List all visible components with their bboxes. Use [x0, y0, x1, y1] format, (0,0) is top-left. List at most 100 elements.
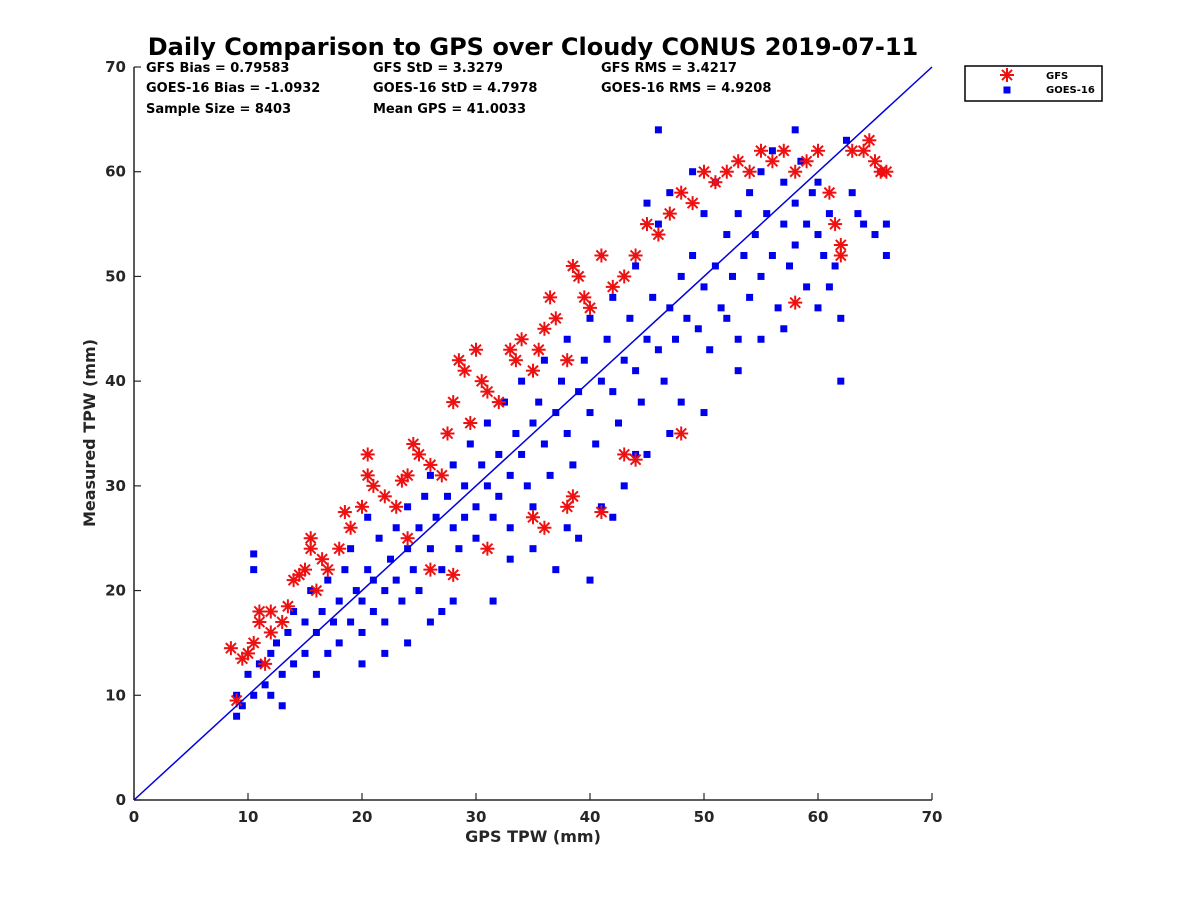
gfs-point: [594, 248, 609, 263]
stat-goes-rms: GOES-16 RMS = 4.9208: [601, 81, 771, 96]
goes16-point: [620, 482, 628, 490]
goes16-point: [791, 241, 799, 249]
x-tick-label: 40: [580, 808, 601, 826]
goes16-point: [267, 691, 275, 699]
goes16-point: [341, 566, 349, 574]
gfs-point: [697, 164, 711, 179]
goes16-point: [814, 304, 822, 312]
goes16-point: [347, 545, 355, 553]
y-tick-label: 30: [105, 477, 126, 495]
gfs-point: [731, 154, 746, 169]
goes16-point: [233, 712, 241, 720]
goes16-point: [461, 513, 469, 521]
x-tick-label: 60: [808, 808, 829, 826]
goes16-point: [358, 660, 366, 668]
goes16-point: [660, 377, 668, 385]
goes16-point: [324, 576, 332, 584]
goes16-point: [882, 251, 890, 259]
goes16-point: [626, 314, 634, 322]
goes16-point: [404, 503, 412, 511]
goes16-point: [780, 178, 788, 186]
y-tick-label: 0: [116, 791, 126, 809]
goes16-point: [871, 231, 879, 239]
goes16-point: [364, 566, 372, 574]
goes16-point: [586, 314, 594, 322]
goes16-point: [825, 283, 833, 291]
gfs-point: [503, 342, 518, 357]
reference-line-one-to-one: [133, 66, 933, 801]
x-tick-label: 10: [238, 808, 259, 826]
gfs-point: [811, 143, 825, 158]
goes16-point: [763, 210, 771, 218]
goes16-point: [586, 409, 594, 417]
legend: GFS GOES-16: [964, 65, 1103, 102]
goes16-point: [512, 430, 520, 437]
goes16-point: [632, 262, 640, 270]
goes16-point: [449, 597, 457, 605]
stat-gfs-bias: GFS Bias = 0.79583: [146, 61, 289, 76]
goes16-point: [290, 608, 298, 616]
gfs-point: [799, 154, 814, 169]
gfs-point: [275, 614, 290, 629]
goes16-point: [803, 283, 811, 291]
gfs-point: [548, 311, 563, 326]
gfs-point: [252, 614, 267, 629]
gfs-point: [423, 457, 438, 472]
gfs-point: [400, 531, 415, 546]
goes16-point: [478, 461, 486, 469]
gfs-point: [469, 342, 483, 357]
gfs-point: [628, 452, 643, 467]
goes16-point: [364, 513, 372, 521]
goes16-point: [831, 262, 839, 270]
goes16-point: [609, 293, 617, 301]
gfs-point: [828, 217, 843, 232]
goes16-point: [301, 618, 309, 626]
gfs-point: [788, 164, 803, 179]
goes16-point: [558, 377, 565, 385]
gfs-point: [457, 363, 472, 378]
goes16-point: [318, 608, 326, 616]
gfs-point: [765, 154, 780, 169]
gfs-point: [309, 583, 324, 598]
goes16-point: [746, 293, 754, 301]
goes16-point: [449, 461, 457, 469]
gfs-point: [298, 562, 312, 577]
goes16-point: [586, 576, 594, 584]
goes16-point: [814, 178, 822, 186]
goes16-point: [563, 335, 571, 343]
legend-gfs-label: GFS: [1046, 71, 1068, 82]
y-tick-label: 70: [105, 58, 126, 76]
x-axis-label: GPS TPW (mm): [465, 827, 601, 846]
gfs-point: [360, 468, 375, 483]
legend-box: [964, 65, 1103, 102]
goes16-point: [489, 597, 497, 605]
gfs-point: [719, 164, 734, 179]
goes16-point: [575, 534, 583, 542]
goes16-point: [535, 398, 543, 406]
gfs-point: [451, 353, 466, 368]
goes16-point: [472, 503, 480, 511]
goes16-point: [757, 272, 765, 280]
goes16-point: [352, 587, 360, 595]
axes: [133, 67, 932, 801]
stats-block: GFS Bias = 0.79583 GOES-16 Bias = -1.093…: [146, 61, 771, 117]
stat-gfs-std: GFS StD = 3.3279: [373, 61, 503, 76]
gfs-point: [560, 353, 575, 368]
goes16-point: [666, 189, 674, 197]
goes16-point: [569, 461, 577, 469]
gfs-point: [446, 567, 461, 582]
goes16-point: [472, 534, 480, 542]
gfs-point: [246, 635, 261, 650]
goes16-point: [563, 524, 571, 532]
goes16-point: [250, 691, 258, 699]
goes16-point: [803, 220, 811, 228]
goes16-point: [546, 471, 554, 479]
gfs-point: [822, 185, 837, 200]
goes16-point: [774, 304, 782, 312]
gfs-point: [508, 353, 523, 368]
goes16-point: [740, 251, 748, 259]
goes16-point: [751, 231, 759, 239]
gfs-point: [868, 154, 882, 169]
gfs-point: [571, 269, 586, 284]
goes16-point: [506, 555, 514, 563]
